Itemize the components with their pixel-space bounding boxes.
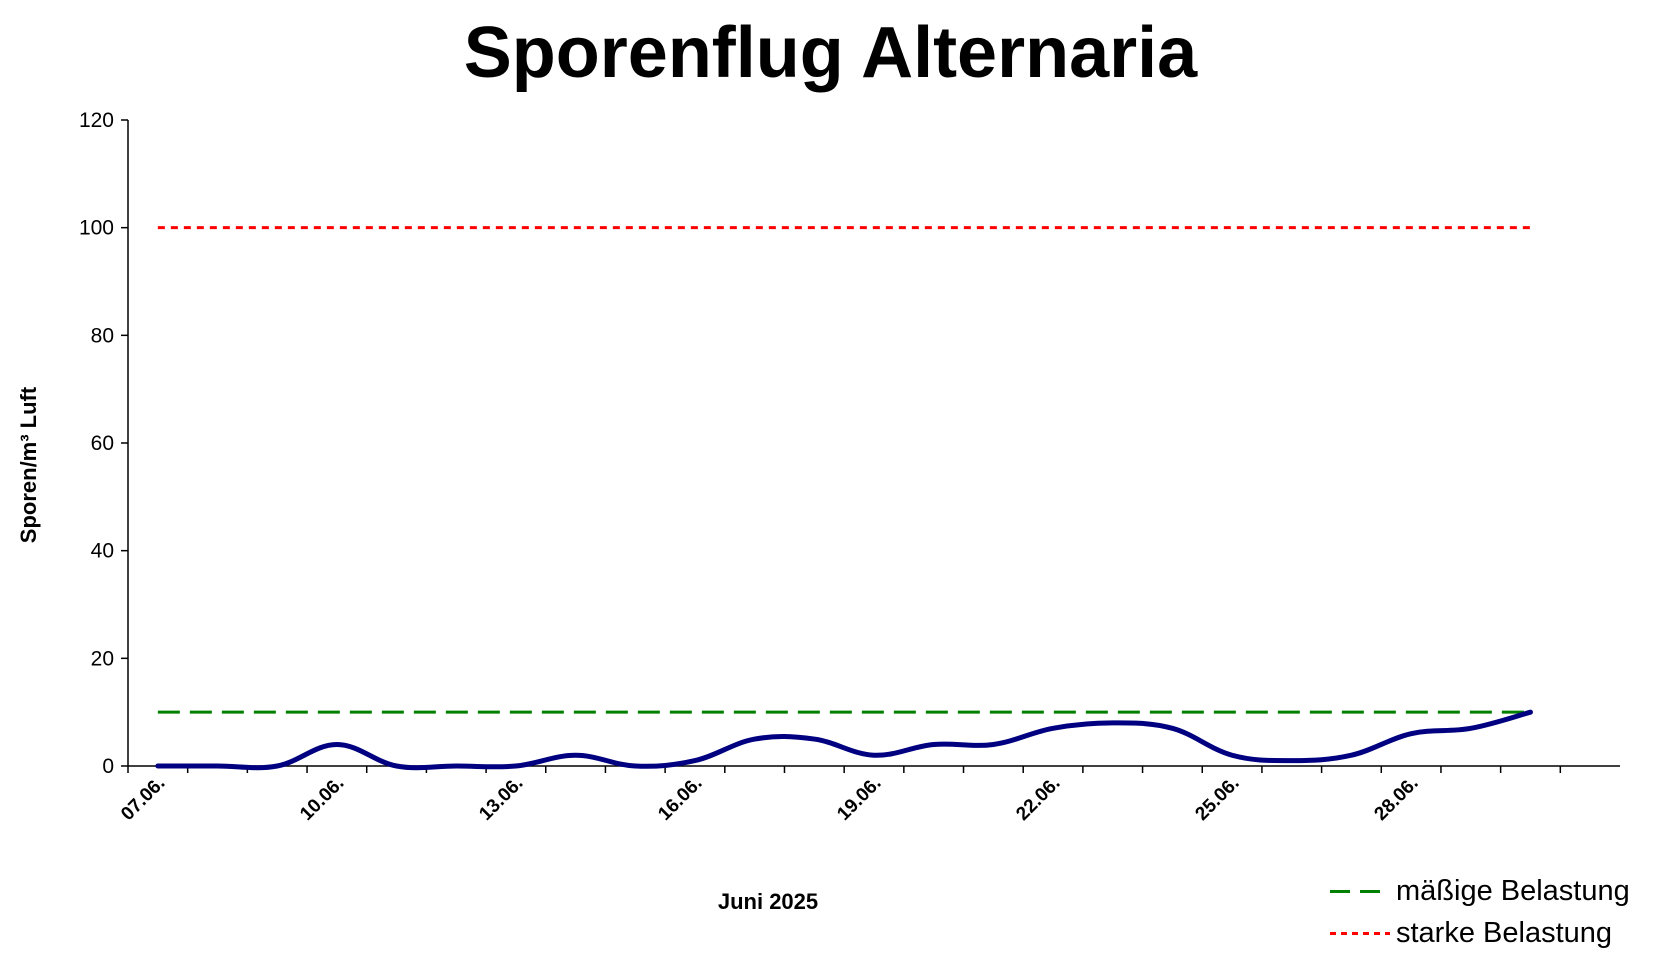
- y-tick-label: 60: [91, 432, 114, 455]
- x-tick-label: 13.06.: [475, 773, 527, 825]
- axes: 0 20 40 60 80 100 120 07.06. 10.06. 13.06. 16.06. 1…: [79, 109, 1620, 825]
- legend-label-strong: starke Belastung: [1396, 916, 1613, 949]
- y-tick-label: 80: [91, 324, 114, 347]
- x-tick-label: 10.06.: [296, 773, 348, 825]
- y-tick-label: 40: [91, 540, 114, 563]
- x-tick-label: 16.06.: [654, 773, 706, 825]
- legend-swatch-strong: [1330, 932, 1390, 935]
- series-line-spores: [155, 709, 1533, 771]
- chart-title: Sporenflug Alternaria: [463, 13, 1198, 93]
- legend-item-moderate: mäßige Belastung: [1330, 870, 1630, 912]
- y-tick-label: 120: [79, 109, 114, 132]
- legend: mäßige Belastung starke Belastung: [1330, 870, 1630, 954]
- x-tick-label: 07.06.: [117, 773, 169, 825]
- x-tick-label: 25.06.: [1191, 773, 1243, 825]
- y-axis-title: Sporen/m³ Luft: [16, 386, 41, 543]
- x-tick-label: 28.06.: [1370, 773, 1422, 825]
- x-tick-label: 19.06.: [833, 773, 885, 825]
- x-tick-label: 22.06.: [1012, 773, 1064, 825]
- legend-swatch-moderate: [1330, 890, 1390, 893]
- reference-lines: [157, 226, 1531, 714]
- legend-label-moderate: mäßige Belastung: [1396, 874, 1630, 907]
- legend-item-strong: starke Belastung: [1330, 912, 1630, 954]
- x-axis-title: Juni 2025: [718, 889, 818, 914]
- y-tick-label: 100: [79, 217, 114, 240]
- y-tick-label: 20: [91, 647, 114, 670]
- series-group: [155, 709, 1533, 771]
- y-tick-label: 0: [102, 755, 114, 778]
